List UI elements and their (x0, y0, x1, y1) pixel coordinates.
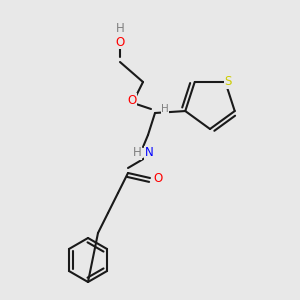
Text: H: H (133, 146, 141, 160)
Text: H: H (161, 104, 169, 114)
Text: N: N (145, 146, 153, 160)
Text: S: S (225, 76, 232, 88)
Text: O: O (153, 172, 163, 184)
Text: H: H (116, 22, 124, 34)
Text: O: O (128, 94, 136, 106)
Text: O: O (116, 35, 124, 49)
